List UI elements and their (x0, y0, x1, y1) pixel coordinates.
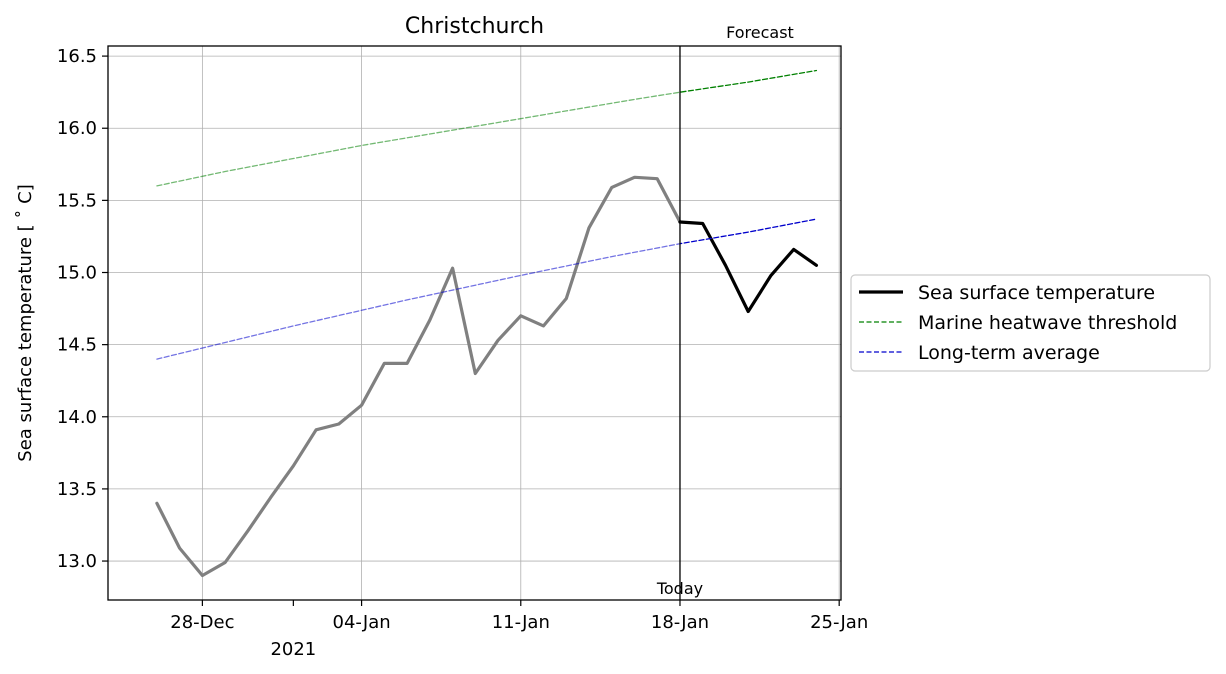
series-line-2-past (156, 91, 680, 187)
y-tick-label: 16.5 (57, 46, 97, 67)
plot-frame (107, 45, 842, 601)
series-line-3-past (156, 243, 680, 360)
series-line-2 (679, 69, 818, 93)
series-lines (155, 69, 819, 578)
legend-box (850, 274, 1211, 372)
x-tick-label: 11-Jan (492, 612, 550, 633)
series-line-0 (155, 175, 682, 578)
y-tick-label: 14.0 (57, 407, 97, 428)
x-tick-label: 04-Jan (333, 612, 391, 633)
series-line-3 (679, 218, 818, 245)
today-label: Today (656, 579, 703, 598)
chart-title: Christchurch (405, 14, 544, 39)
y-axis-label: Sea surface temperature [ ˚ C] (15, 184, 36, 461)
y-tick-label: 14.5 (57, 335, 97, 356)
x-tick-label: 25-Jan (810, 612, 868, 633)
grid-lines (108, 46, 841, 600)
legend-label: Sea surface temperature (918, 282, 1155, 304)
x-secondary-label: 2021 (270, 639, 316, 660)
legend: Sea surface temperature Marine heatwave t… (850, 274, 1211, 372)
x-tick-label: 28-Dec (170, 612, 234, 633)
y-tick-label: 15.5 (57, 190, 97, 211)
legend-label: Marine heatwave threshold (918, 312, 1177, 334)
y-tick-label: 16.0 (57, 118, 97, 139)
y-axis-ticks: 13.0 13.5 14.0 14.5 15.0 15.5 16.0 16.5 (57, 46, 108, 572)
y-tick-label: 13.0 (57, 551, 97, 572)
legend-label: Long-term average (918, 342, 1100, 364)
x-axis-ticks: 28-Dec 04-Jan 11-Jan 18-Jan 25-Jan (170, 600, 868, 633)
forecast-label: Forecast (726, 23, 794, 42)
y-tick-label: 13.5 (57, 479, 97, 500)
y-tick-label: 15.0 (57, 263, 97, 284)
x-tick-label: 18-Jan (651, 612, 709, 633)
series-line-1 (678, 220, 819, 314)
